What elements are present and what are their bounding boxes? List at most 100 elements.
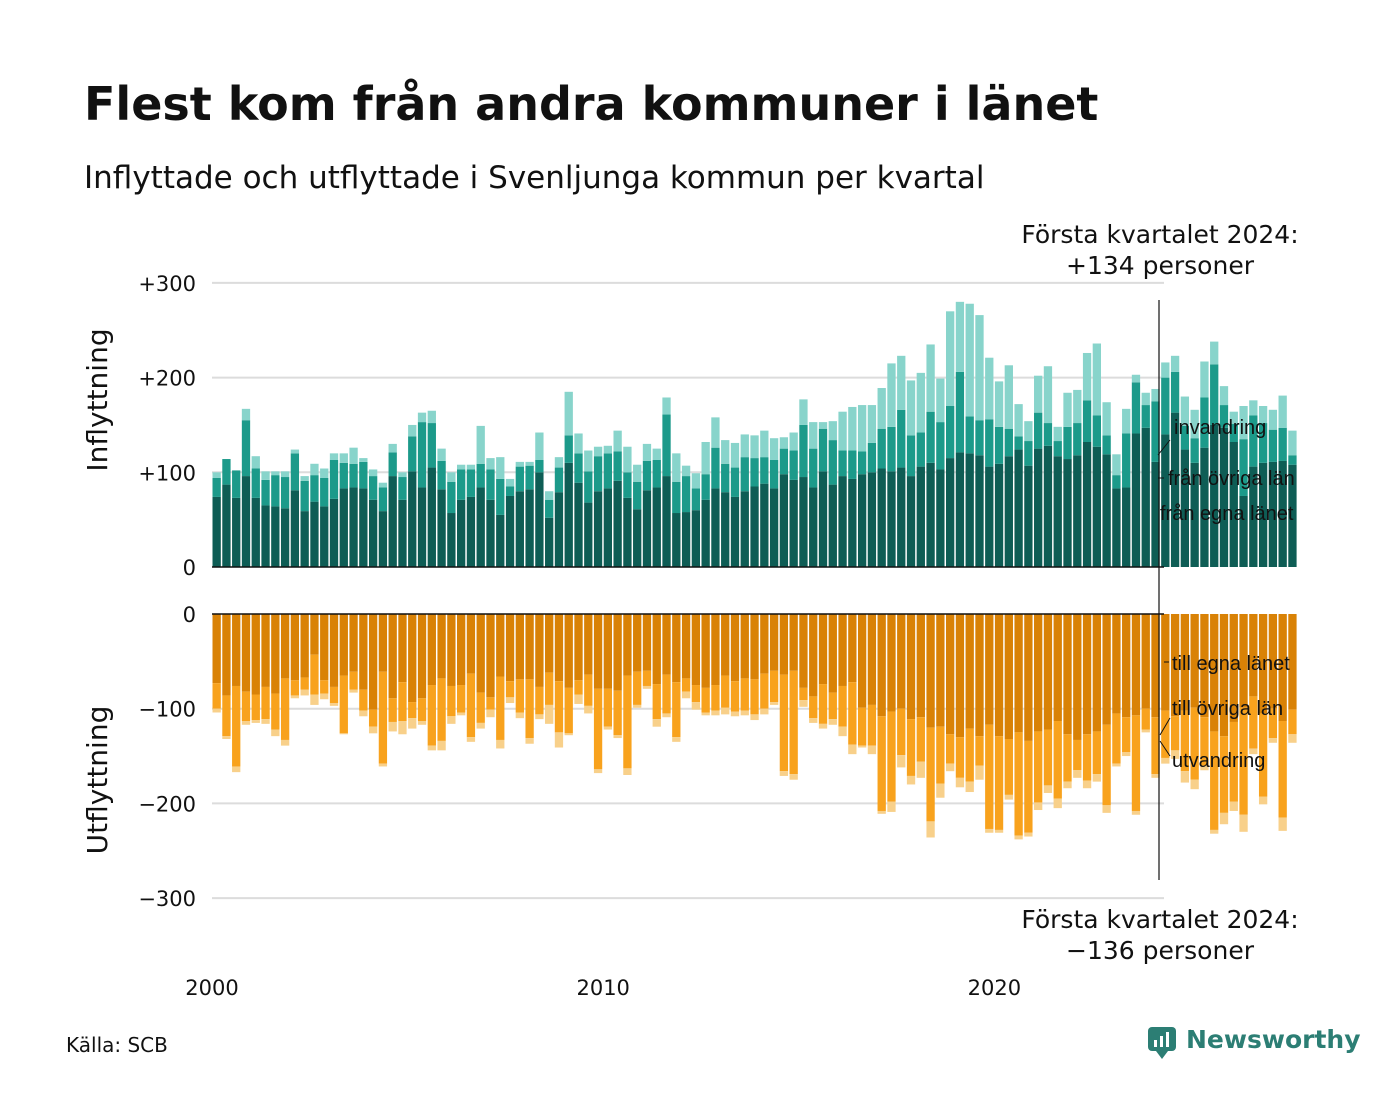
bar-in-egna <box>564 462 573 567</box>
bar-out-utvandring <box>1180 771 1190 783</box>
bar-in-invandring <box>476 425 485 464</box>
bar-in-egna <box>1258 462 1268 567</box>
bar-in-invandring <box>271 471 280 476</box>
bar-out-ovriga <box>740 678 749 711</box>
bar-in-ovriga <box>427 423 436 468</box>
bar-out-ovriga <box>779 674 789 772</box>
bar-out-egna <box>740 614 749 679</box>
bar-out-utvandring <box>652 719 661 727</box>
bar-in-egna <box>212 496 221 567</box>
bar-in-egna <box>1034 448 1043 567</box>
bar-out-utvandring <box>1258 796 1268 805</box>
bar-out-utvandring <box>1024 832 1033 837</box>
bar-in-invandring <box>1004 365 1013 429</box>
bar-in-invandring <box>623 446 632 473</box>
bar-in-ovriga <box>593 456 603 492</box>
bar-out-egna <box>955 614 965 738</box>
bar-in-invandring <box>1200 361 1209 398</box>
bar-out-ovriga <box>584 674 593 706</box>
legend-leader-line <box>1157 439 1171 456</box>
bar-in-ovriga <box>1004 428 1013 457</box>
bar-in-invandring <box>466 464 476 470</box>
bar-in-ovriga <box>721 463 730 493</box>
bar-in-invandring <box>1102 402 1111 436</box>
bar-out-ovriga <box>251 694 260 721</box>
bar-out-ovriga <box>310 654 319 695</box>
bar-out-utvandring <box>926 821 935 838</box>
bar-out-egna <box>1102 614 1111 725</box>
bar-in-invandring <box>1112 454 1121 476</box>
bar-in-ovriga <box>437 460 446 490</box>
bar-out-utvandring <box>349 689 358 693</box>
bar-in-egna <box>1112 488 1121 567</box>
bar-out-ovriga <box>691 685 701 703</box>
bar-in-invandring <box>388 443 397 453</box>
bar-out-ovriga <box>828 692 837 720</box>
bar-in-ovriga <box>1190 438 1199 463</box>
bar-in-ovriga <box>574 453 583 483</box>
bar-out-utvandring <box>818 723 828 729</box>
bar-in-invandring <box>427 410 436 424</box>
bar-in-invandring <box>809 422 818 449</box>
bar-in-invandring <box>906 380 916 436</box>
bar-in-egna <box>1239 495 1248 567</box>
bar-in-invandring <box>1170 355 1180 372</box>
bar-out-egna <box>535 614 544 687</box>
bar-in-ovriga <box>887 426 896 472</box>
bar-in-invandring <box>525 461 534 466</box>
bar-in-invandring <box>241 408 251 421</box>
bar-out-egna <box>633 614 642 672</box>
bar-in-egna <box>887 471 896 567</box>
bar-in-egna <box>1229 441 1238 567</box>
bar-in-ovriga <box>417 422 427 488</box>
bar-out-ovriga <box>1249 696 1258 749</box>
bar-out-ovriga <box>574 680 583 695</box>
bar-out-utvandring <box>1151 774 1160 778</box>
bar-in-ovriga <box>848 450 857 479</box>
bar-out-utvandring <box>994 829 1004 833</box>
bar-in-egna <box>906 476 916 567</box>
bar-out-ovriga <box>672 682 681 738</box>
bar-in-invandring <box>721 440 730 464</box>
bar-out-egna <box>769 614 779 671</box>
bar-out-egna <box>222 614 231 696</box>
bar-out-ovriga <box>975 736 984 766</box>
bar-in-egna <box>574 482 583 567</box>
bar-out-egna <box>613 614 622 691</box>
bar-in-egna <box>417 487 427 567</box>
bar-in-egna <box>867 472 877 567</box>
annotation-in-line1: Första kvartalet 2024: <box>1021 220 1298 249</box>
bar-out-ovriga <box>1288 709 1297 735</box>
bar-out-egna <box>760 614 769 674</box>
bar-out-utvandring <box>1141 729 1150 733</box>
bar-in-invandring <box>310 463 319 476</box>
bar-out-ovriga <box>721 675 730 708</box>
bar-out-utvandring <box>721 707 730 715</box>
bar-in-invandring <box>515 461 524 467</box>
bar-out-egna <box>779 614 789 675</box>
bar-out-ovriga <box>496 676 505 740</box>
tick-label-in: 0 <box>183 556 196 580</box>
bar-out-utvandring <box>1043 785 1053 793</box>
bar-in-invandring <box>496 457 505 479</box>
bar-in-egna <box>1161 434 1170 567</box>
bar-in-ovriga <box>1131 382 1141 434</box>
bar-in-invandring <box>642 443 652 461</box>
bar-out-utvandring <box>564 733 573 736</box>
annotation-out-line2: −136 personer <box>1066 936 1255 965</box>
bar-in-ovriga <box>711 447 720 489</box>
bar-in-ovriga <box>290 453 300 491</box>
bar-out-egna <box>681 614 691 679</box>
bar-out-egna <box>985 614 994 725</box>
bar-in-egna <box>1122 487 1131 567</box>
bar-in-egna <box>672 513 681 567</box>
bar-out-utvandring <box>613 735 622 739</box>
bar-out-utvandring <box>417 721 427 725</box>
bar-out-egna <box>437 614 446 679</box>
bar-in-ovriga <box>838 450 847 477</box>
bar-out-utvandring <box>320 693 329 700</box>
bar-in-ovriga <box>789 450 798 480</box>
tick-label-out: 0 <box>183 603 196 627</box>
bar-out-utvandring <box>897 755 906 768</box>
bar-out-egna <box>378 614 388 672</box>
